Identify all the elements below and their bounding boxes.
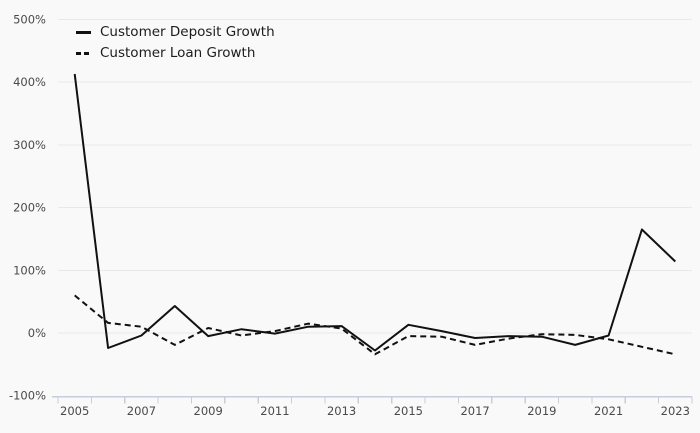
x-axis-tick-label: 2023 xyxy=(661,404,690,418)
chart-legend: Customer Deposit Growth Customer Loan Gr… xyxy=(76,24,275,61)
y-axis-tick-label: -100% xyxy=(9,389,46,403)
solid-line-swatch-icon xyxy=(76,31,91,35)
y-axis-tick-label: 200% xyxy=(13,201,46,215)
x-axis-tick-label: 2005 xyxy=(60,404,89,418)
legend-item-deposit-growth[interactable]: Customer Deposit Growth xyxy=(76,24,275,40)
x-axis-tick-label: 2009 xyxy=(194,404,223,418)
y-axis-tick-label: 0% xyxy=(28,326,46,340)
x-axis-tick-label: 2015 xyxy=(394,404,423,418)
dashed-line-swatch-icon xyxy=(76,51,91,55)
y-axis-tick-label: 500% xyxy=(13,12,46,26)
legend-label-loan-growth: Customer Loan Growth xyxy=(100,44,256,61)
deposit-growth-line xyxy=(73,73,676,352)
y-axis-tick-label: 100% xyxy=(13,263,46,277)
x-axis-tick-label: 2017 xyxy=(460,404,489,418)
legend-item-loan-growth[interactable]: Customer Loan Growth xyxy=(76,44,275,61)
y-axis-tick-label: 400% xyxy=(13,75,46,89)
x-axis-tick-label: 2007 xyxy=(127,404,156,418)
x-axis-tick-label: 2021 xyxy=(594,404,623,418)
x-axis-tick-label: 2013 xyxy=(327,404,356,418)
loan-growth-line xyxy=(74,294,676,356)
legend-label-deposit-growth: Customer Deposit Growth xyxy=(100,24,275,40)
x-axis-tick-label: 2019 xyxy=(527,404,556,418)
x-axis-tick-label: 2011 xyxy=(260,404,289,418)
y-axis-tick-label: 300% xyxy=(13,138,46,152)
